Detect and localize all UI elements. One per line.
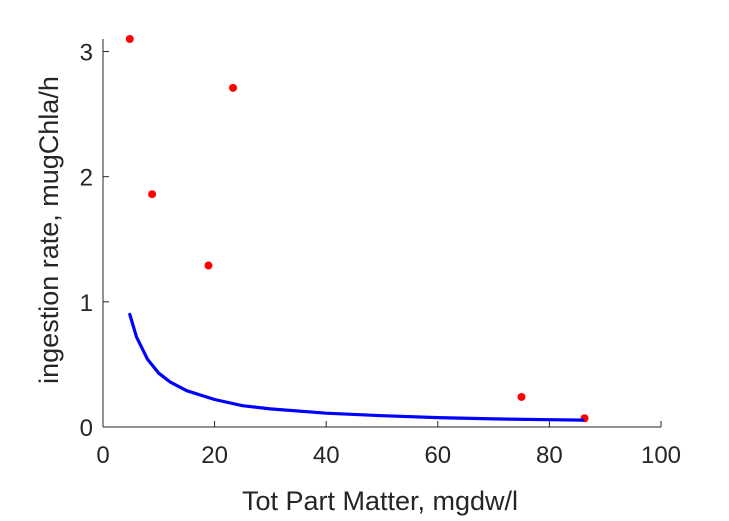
y-axis: 0 1 2 3	[80, 39, 109, 442]
plot-area	[125, 35, 589, 423]
y-tick-label: 2	[80, 165, 93, 192]
x-tick-label: 100	[641, 442, 681, 469]
x-axis: 0 20 40 60 80 100	[96, 421, 681, 469]
model-curve	[128, 312, 585, 422]
data-point	[125, 35, 134, 43]
data-point	[204, 261, 213, 270]
y-tick-label: 3	[80, 40, 93, 67]
y-tick-label: 0	[80, 415, 93, 442]
x-tick-label: 20	[201, 442, 228, 469]
data-point	[148, 190, 157, 199]
x-tick-label: 40	[313, 442, 340, 469]
x-tick-label: 60	[424, 442, 451, 469]
y-tick-label: 1	[80, 290, 93, 317]
y-axis-title: ingestion rate, mugChla/h	[34, 76, 64, 384]
data-point	[517, 392, 526, 401]
x-axis-title: Tot Part Matter, mgdw/l	[242, 486, 518, 516]
x-tick-label: 80	[536, 442, 563, 469]
x-tick-label: 0	[96, 442, 109, 469]
data-point	[229, 83, 238, 92]
